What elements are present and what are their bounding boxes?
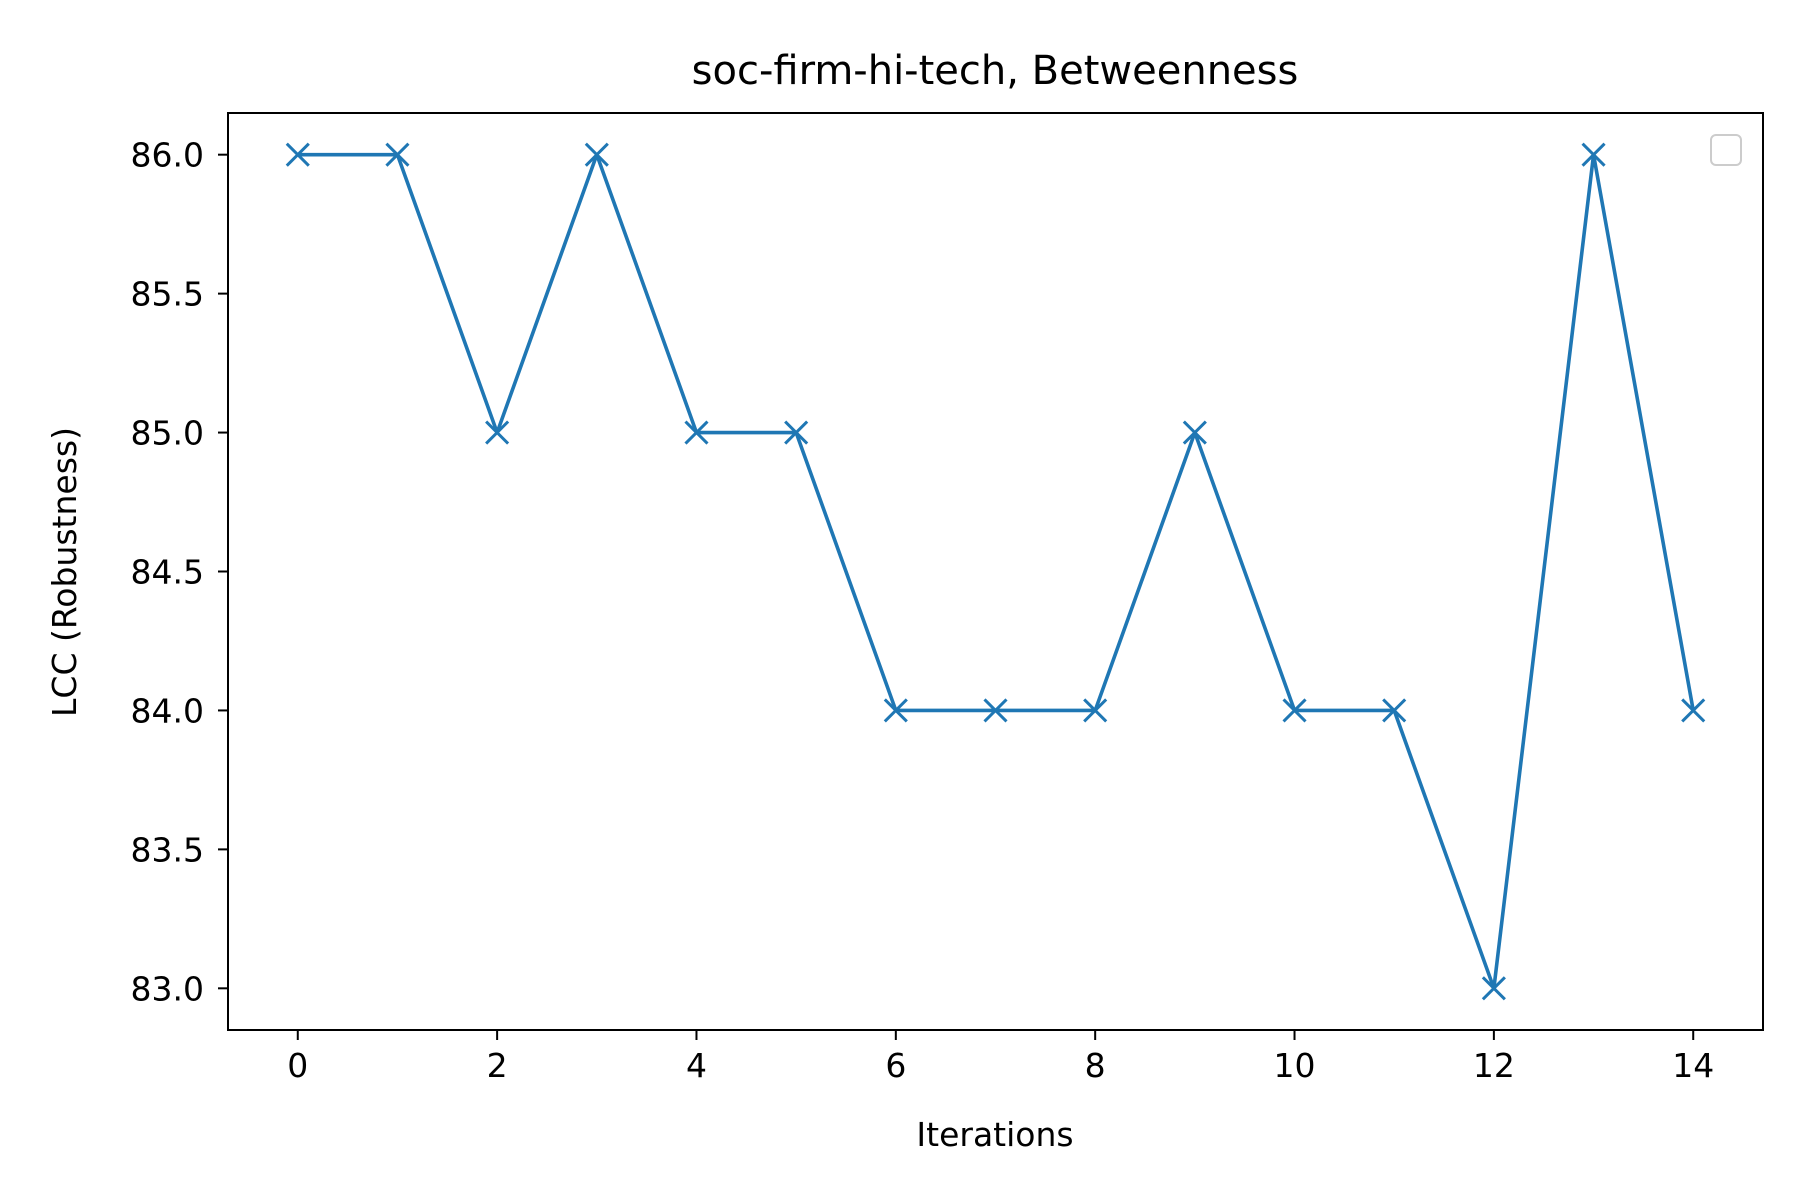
x-tick-label: 14 [1672,1046,1714,1085]
marker-stroke [983,698,1008,723]
y-axis-ticks: 83.0 83.5 84.0 84.5 85.0 85.5 86.0 [131,136,228,1008]
plot-area: 0 2 4 6 8 10 12 14 83.0 83.5 84.0 84.5 85.0 85.5 86.0 [131,112,1764,1085]
data-point-marker [883,698,908,723]
x-tick-label: 12 [1473,1046,1515,1085]
data-point-marker [1083,698,1108,723]
x-tick-label: 6 [885,1046,906,1085]
marker-stroke [684,420,709,445]
marker-stroke [1182,420,1207,445]
marker-stroke [1481,976,1506,1001]
x-tick-label: 0 [287,1046,308,1085]
data-point-marker [983,698,1008,723]
marker-stroke [485,420,510,445]
plot-frame [227,112,1764,1031]
data-point-marker [1382,698,1407,723]
data-point-marker [584,142,609,167]
data-point-marker [1282,698,1307,723]
marker-stroke [784,420,809,445]
y-tick-label: 85.5 [131,275,204,314]
data-point-marker [485,420,510,445]
marker-stroke [1282,698,1307,723]
marker-stroke [1382,698,1407,723]
y-tick-label: 84.0 [131,691,204,730]
x-tick-label: 8 [1085,1046,1106,1085]
y-tick-label: 83.5 [131,830,204,869]
marker-stroke [584,142,609,167]
y-tick-label: 83.0 [131,969,204,1008]
marker-stroke [1681,698,1706,723]
x-tick-label: 2 [487,1046,508,1085]
y-tick-label: 84.5 [131,553,204,592]
x-tick-label: 10 [1274,1046,1316,1085]
series-layer [285,142,1706,1001]
data-point-marker [684,420,709,445]
data-point-marker [784,420,809,445]
data-point-marker [1481,976,1506,1001]
x-tick-label: 4 [686,1046,707,1085]
marker-stroke [385,142,410,167]
marker-stroke [1083,698,1108,723]
x-axis-label: Iterations [916,1115,1073,1154]
data-point-marker [385,142,410,167]
y-tick-label: 86.0 [131,136,204,175]
data-point-marker [1581,142,1606,167]
data-point-marker [285,142,310,167]
data-point-marker [1182,420,1207,445]
y-axis-label: LCC (Robustness) [45,427,84,717]
marker-stroke [285,142,310,167]
marker-stroke [883,698,908,723]
chart-title: soc-firm-hi-tech, Betweenness [692,48,1299,94]
y-tick-label: 85.0 [131,414,204,453]
marker-stroke [1581,142,1606,167]
legend-box [1710,134,1742,166]
x-axis-ticks: 0 2 4 6 8 10 12 14 [287,1030,1714,1085]
data-point-marker [1681,698,1706,723]
